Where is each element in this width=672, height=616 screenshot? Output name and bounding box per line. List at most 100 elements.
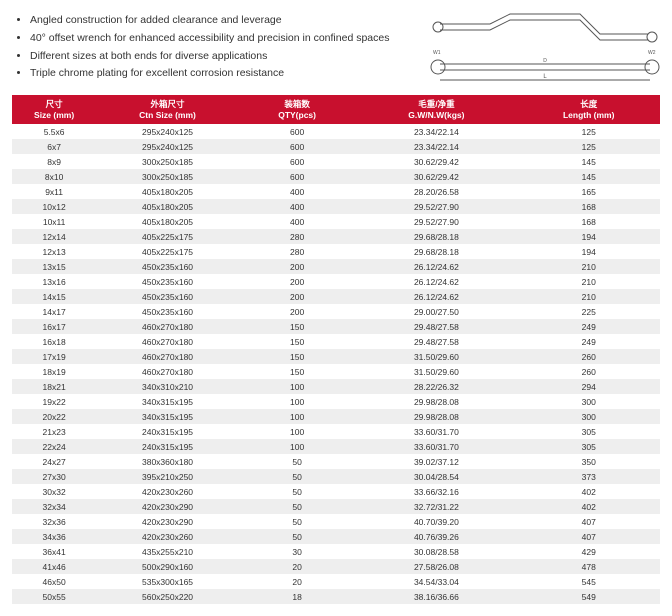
table-cell: 429 [517,544,660,559]
table-cell: 14x17 [12,304,96,319]
table-row: 24x27380x360x1805039.02/37.12350 [12,454,660,469]
table-row: 30x32420x230x2605033.66/32.16402 [12,484,660,499]
table-cell: 280 [239,244,356,259]
table-cell: 27x30 [12,469,96,484]
table-cell: 200 [239,289,356,304]
table-cell: 29.00/27.50 [355,304,517,319]
table-cell: 305 [517,424,660,439]
table-cell: 39.02/37.12 [355,454,517,469]
table-cell: 210 [517,289,660,304]
table-cell: 460x270x180 [96,349,239,364]
table-cell: 150 [239,319,356,334]
table-cell: 405x225x175 [96,229,239,244]
table-cell: 22x24 [12,439,96,454]
table-cell: 225 [517,304,660,319]
table-cell: 450x235x160 [96,304,239,319]
table-cell: 29.52/27.90 [355,214,517,229]
top-section: Angled construction for added clearance … [12,12,660,87]
table-cell: 295x240x125 [96,139,239,154]
table-cell: 31.50/29.60 [355,349,517,364]
bullet-item: Different sizes at both ends for diverse… [30,48,430,65]
column-header: 外箱尺寸Ctn Size (mm) [96,95,239,124]
table-cell: 295x240x125 [96,124,239,139]
table-cell: 420x230x260 [96,484,239,499]
table-cell: 29.98/28.08 [355,394,517,409]
table-cell: 36x41 [12,544,96,559]
table-row: 32x36420x230x2905040.70/39.20407 [12,514,660,529]
table-cell: 145 [517,154,660,169]
table-row: 14x15450x235x16020026.12/24.62210 [12,289,660,304]
table-cell: 12x13 [12,244,96,259]
table-cell: 100 [239,394,356,409]
table-cell: 28.22/26.32 [355,379,517,394]
table-cell: 41x46 [12,559,96,574]
table-cell: 200 [239,304,356,319]
table-cell: 300x250x185 [96,169,239,184]
table-cell: 33.60/31.70 [355,439,517,454]
table-header: 尺寸Size (mm)外箱尺寸Ctn Size (mm)装箱数QTY(pcs)毛… [12,95,660,124]
table-cell: 100 [239,409,356,424]
table-cell: 168 [517,214,660,229]
table-cell: 26.12/24.62 [355,289,517,304]
table-cell: 600 [239,124,356,139]
table-cell: 500x290x160 [96,559,239,574]
table-row: 34x36420x230x2605040.76/39.26407 [12,529,660,544]
table-cell: 249 [517,334,660,349]
table-cell: 600 [239,154,356,169]
table-row: 27x30395x210x2505030.04/28.54373 [12,469,660,484]
table-row: 22x24240x315x19510033.60/31.70305 [12,439,660,454]
table-cell: 30.08/28.58 [355,544,517,559]
column-header: 长度Length (mm) [517,95,660,124]
table-cell: 28.20/26.58 [355,184,517,199]
table-cell: 27.58/26.08 [355,559,517,574]
table-cell: 31.50/29.60 [355,364,517,379]
table-cell: 26.12/24.62 [355,259,517,274]
table-row: 6x7295x240x12560023.34/22.14125 [12,139,660,154]
table-cell: 32x36 [12,514,96,529]
table-cell: 460x270x180 [96,364,239,379]
table-cell: 405x180x205 [96,184,239,199]
table-cell: 340x315x195 [96,409,239,424]
table-cell: 210 [517,274,660,289]
table-cell: 450x235x160 [96,289,239,304]
table-row: 9x11405x180x20540028.20/26.58165 [12,184,660,199]
svg-text:D: D [543,58,547,64]
table-row: 19x22340x315x19510029.98/28.08300 [12,394,660,409]
table-cell: 24x27 [12,454,96,469]
table-cell: 535x300x165 [96,574,239,589]
table-cell: 300 [517,394,660,409]
table-cell: 20 [239,574,356,589]
table-cell: 5.5x6 [12,124,96,139]
column-header: 尺寸Size (mm) [12,95,96,124]
table-cell: 407 [517,529,660,544]
table-cell: 260 [517,364,660,379]
table-cell: 405x225x175 [96,244,239,259]
table-cell: 125 [517,124,660,139]
table-row: 46x50535x300x1652034.54/33.04545 [12,574,660,589]
wrench-diagram: L W1 W2 D [430,12,660,87]
table-row: 36x41435x255x2103030.08/28.58429 [12,544,660,559]
table-cell: 407 [517,514,660,529]
bullet-item: Angled construction for added clearance … [30,12,430,29]
table-row: 50x55560x250x2201838.16/36.66549 [12,589,660,604]
table-cell: 8x10 [12,169,96,184]
table-cell: 100 [239,379,356,394]
table-cell: 300x250x185 [96,154,239,169]
table-cell: 50 [239,499,356,514]
table-cell: 30.04/28.54 [355,469,517,484]
table-cell: 32x34 [12,499,96,514]
table-cell: 300 [517,409,660,424]
table-cell: 340x310x210 [96,379,239,394]
table-cell: 460x270x180 [96,334,239,349]
table-cell: 46x50 [12,574,96,589]
table-cell: 18 [239,589,356,604]
table-cell: 13x16 [12,274,96,289]
table-cell: 150 [239,349,356,364]
table-row: 13x16450x235x16020026.12/24.62210 [12,274,660,289]
table-cell: 18x19 [12,364,96,379]
feature-bullets: Angled construction for added clearance … [12,12,430,87]
table-cell: 150 [239,364,356,379]
table-cell: 350 [517,454,660,469]
table-cell: 29.48/27.58 [355,319,517,334]
column-header: 毛重/净重G.W/N.W(kgs) [355,95,517,124]
